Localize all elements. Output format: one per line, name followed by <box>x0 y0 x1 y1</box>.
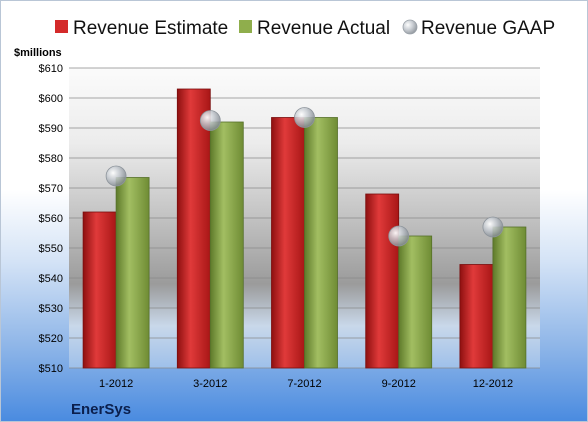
y-tick-label: $540 <box>39 273 63 285</box>
gaap-markers <box>105 107 504 247</box>
x-axis-ticks: 1-2012 3-2012 7-2012 9-2012 12-2012 <box>99 378 513 390</box>
x-tick-label: 1-2012 <box>99 378 133 390</box>
bar-revenue-estimate <box>82 211 117 369</box>
legend-marker-gaap <box>402 19 418 35</box>
y-axis-unit-label: $millions <box>14 47 62 59</box>
legend-swatch-actual <box>239 20 252 33</box>
legend-label-estimate: Revenue Estimate <box>73 18 228 39</box>
y-tick-label: $600 <box>39 93 63 105</box>
bar-revenue-actual <box>398 235 433 369</box>
gaap-marker <box>105 165 127 187</box>
y-tick-label: $590 <box>39 123 63 135</box>
y-tick-label: $560 <box>39 213 63 225</box>
bar-revenue-estimate <box>176 88 211 369</box>
y-tick-label: $610 <box>39 63 63 75</box>
bar-revenue-actual <box>304 117 338 369</box>
legend-label-gaap: Revenue GAAP <box>421 18 555 39</box>
x-tick-label: 7-2012 <box>287 378 321 390</box>
bars <box>82 88 527 369</box>
y-tick-label: $550 <box>39 243 63 255</box>
x-tick-label: 12-2012 <box>473 378 513 390</box>
bar-revenue-estimate <box>365 193 400 369</box>
gaap-marker <box>482 216 504 238</box>
bar-revenue-estimate <box>271 117 305 369</box>
y-tick-label: $570 <box>39 183 63 195</box>
bar-revenue-actual <box>209 121 244 369</box>
bar-revenue-actual <box>115 177 150 369</box>
legend: Revenue Estimate Revenue Actual Revenue … <box>55 18 555 39</box>
y-tick-label: $530 <box>39 303 63 315</box>
gaap-marker <box>294 107 315 128</box>
gaap-marker <box>199 110 221 131</box>
bar-revenue-actual <box>492 226 527 369</box>
gaap-marker <box>388 225 410 247</box>
legend-label-actual: Revenue Actual <box>257 18 390 39</box>
y-tick-label: $510 <box>39 363 63 375</box>
legend-swatch-estimate <box>55 20 68 33</box>
y-axis-ticks: $510 $520 $530 $540 $550 $560 $570 $580 $590 $600… <box>39 63 63 375</box>
x-tick-label: 3-2012 <box>193 378 227 390</box>
y-tick-label: $580 <box>39 153 63 165</box>
company-label: EnerSys <box>71 401 131 418</box>
x-tick-label: 9-2012 <box>382 378 416 390</box>
bar-revenue-estimate <box>459 264 494 369</box>
y-tick-label: $520 <box>39 333 63 345</box>
